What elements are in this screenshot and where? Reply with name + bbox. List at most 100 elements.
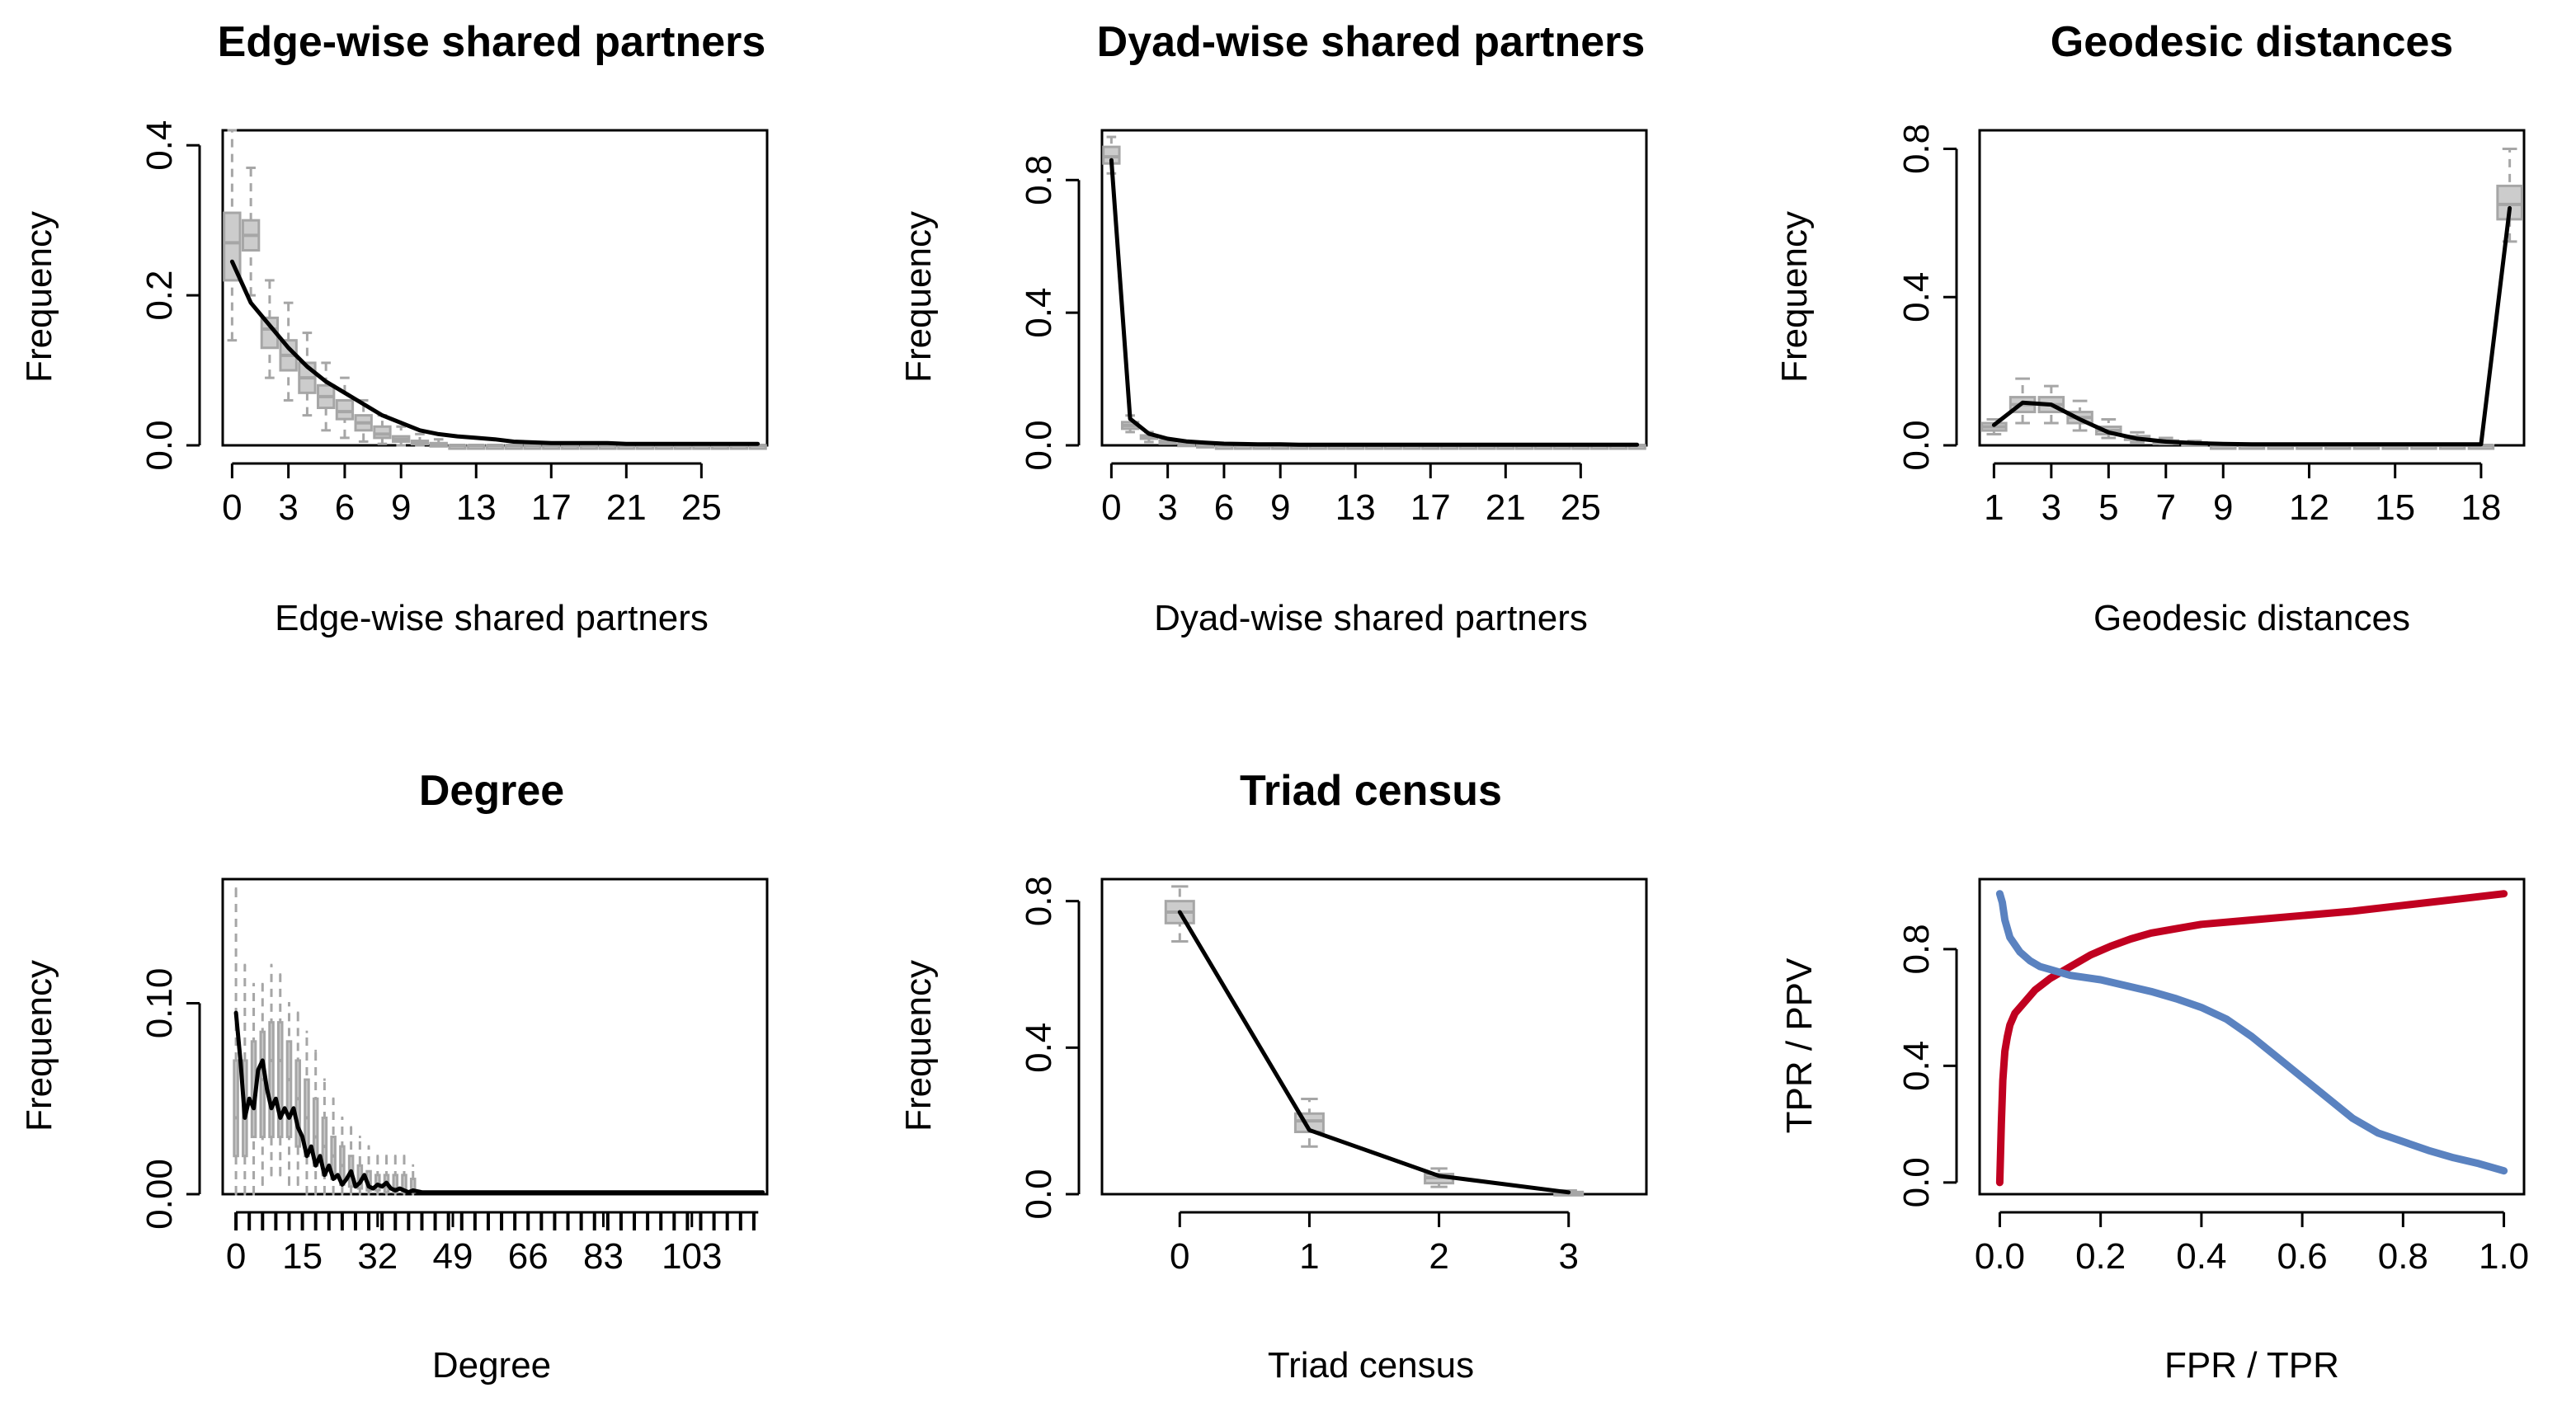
- x-tick-label: 0: [226, 1236, 246, 1277]
- panel-edgewise: Edge-wise shared partners Edge-wise shar…: [19, 18, 769, 638]
- x-tick-label: 5: [2098, 487, 2118, 528]
- x-tick-label: 6: [335, 487, 355, 528]
- x-axis-label: Degree: [432, 1345, 551, 1386]
- box: [373, 425, 392, 440]
- box: [285, 1040, 293, 1139]
- x-tick-label: 12: [2289, 487, 2329, 528]
- y-tick-label: 0.8: [1896, 124, 1937, 174]
- x-tick-label: 1.0: [2479, 1236, 2529, 1277]
- x-tick-label: 18: [2461, 487, 2501, 528]
- boxplot: [298, 332, 317, 417]
- boxplot: [233, 887, 239, 1196]
- y-tick-label: 0.8: [1019, 155, 1059, 205]
- boxplot: [2496, 147, 2523, 243]
- boxplot: [504, 444, 523, 450]
- y-tick-label: 0.4: [1896, 1041, 1937, 1091]
- x-axis-label: FPR / TPR: [2164, 1345, 2339, 1386]
- y-tick-label: 0.8: [1896, 924, 1937, 974]
- y-tick-label: 0.4: [139, 120, 180, 171]
- y-axis-label: TPR / PPV: [1779, 957, 1820, 1133]
- x-tick-label: 66: [508, 1236, 549, 1277]
- boxplot: [268, 963, 275, 1177]
- x-tick-label: 17: [531, 487, 572, 528]
- boxplot: [335, 376, 355, 440]
- x-tick-label: 15: [2375, 487, 2415, 528]
- boxplot: [523, 444, 542, 450]
- x-axis-label: Edge-wise shared partners: [275, 598, 709, 638]
- boxplot: [392, 425, 411, 447]
- x-tick-label: 1: [1984, 487, 2004, 528]
- panel-title: Dyad-wise shared partners: [1097, 18, 1646, 66]
- y-tick-label: 0.0: [1019, 1169, 1059, 1219]
- box: [276, 1021, 284, 1139]
- series-line: [1991, 205, 2512, 447]
- y-tick-label: 0.0: [139, 420, 180, 470]
- x-axis-label: Triad census: [1268, 1345, 1474, 1386]
- boxplots: [1102, 135, 1646, 450]
- x-tick-label: 13: [456, 487, 497, 528]
- y-axis-label: Frequency: [19, 211, 59, 383]
- plot-frame: [1100, 129, 1648, 447]
- box: [233, 1059, 239, 1158]
- boxplot: [347, 1126, 355, 1196]
- y-tick-label: 0.8: [1019, 876, 1059, 926]
- boxplot: [285, 1001, 293, 1186]
- boxplot: [467, 444, 486, 450]
- y-tick-label: 0.00: [139, 1159, 180, 1230]
- series-line: [233, 1010, 765, 1195]
- boxplot: [241, 166, 261, 297]
- x-tick-label: 25: [681, 487, 722, 528]
- y-axis-label: Frequency: [898, 211, 939, 383]
- x-tick-marks: [234, 1212, 756, 1230]
- x-tick-label: 1: [1299, 1236, 1319, 1277]
- series-line: [1995, 890, 2508, 1175]
- panel-title: Geodesic distances: [2051, 18, 2453, 66]
- boxplot: [354, 398, 373, 443]
- panel-geodesic: Geodesic distances Geodesic distances Fr…: [1774, 18, 2526, 638]
- boxplot: [410, 432, 430, 447]
- x-tick-label: 21: [1486, 487, 1526, 528]
- x-tick-label: 15: [282, 1236, 323, 1277]
- boxplot: [304, 1030, 310, 1196]
- boxplot: [560, 444, 580, 450]
- boxplot: [312, 1049, 319, 1196]
- y-tick-label: 0.2: [139, 271, 180, 321]
- boxplot: [1164, 885, 1195, 943]
- boxplot: [598, 444, 617, 450]
- x-axis-label: Dyad-wise shared partners: [1154, 598, 1588, 638]
- series-line: [1177, 910, 1571, 1195]
- x-tick-label: 0.0: [1975, 1236, 2025, 1277]
- panel-roc: FPR / TPR TPR / PPV 0.0 0.4 0.8 0.0 0.2 0.4 0.…: [1779, 877, 2529, 1386]
- x-tick-label: 9: [1270, 487, 1290, 528]
- y-tick-label: 0.0: [1896, 1157, 1937, 1207]
- series-line: [1109, 158, 1640, 447]
- x-tick-label: 13: [1335, 487, 1376, 528]
- boxplot: [223, 129, 242, 342]
- boxplot: [542, 444, 561, 450]
- panel-title: Edge-wise shared partners: [218, 18, 766, 66]
- y-tick-label: 0.4: [1019, 288, 1059, 338]
- x-tick-label: 3: [2041, 487, 2061, 528]
- x-tick-label: 0.6: [2277, 1236, 2328, 1277]
- panel-title: Triad census: [1240, 767, 1502, 815]
- boxplot: [485, 444, 505, 450]
- x-tick-label: 3: [1558, 1236, 1578, 1277]
- boxplot: [429, 438, 448, 448]
- series-line: [1995, 890, 2508, 1187]
- box: [335, 398, 355, 421]
- x-tick-label: 0: [1101, 487, 1121, 528]
- y-axis-label: Frequency: [898, 960, 939, 1131]
- boxplot: [317, 361, 336, 432]
- y-tick-label: 0.4: [1896, 272, 1937, 322]
- boxplot: [276, 973, 284, 1177]
- series-line: [229, 259, 761, 446]
- x-tick-label: 0.8: [2378, 1236, 2428, 1277]
- x-tick-label: 0: [222, 487, 242, 528]
- x-tick-label: 3: [278, 487, 298, 528]
- boxplots: [233, 887, 417, 1196]
- panel-title: Degree: [419, 767, 564, 815]
- boxplots: [223, 129, 767, 450]
- plot-frame: [221, 129, 769, 447]
- panel-triad: Triad census Triad census Frequency 0.0 0…: [898, 767, 1648, 1386]
